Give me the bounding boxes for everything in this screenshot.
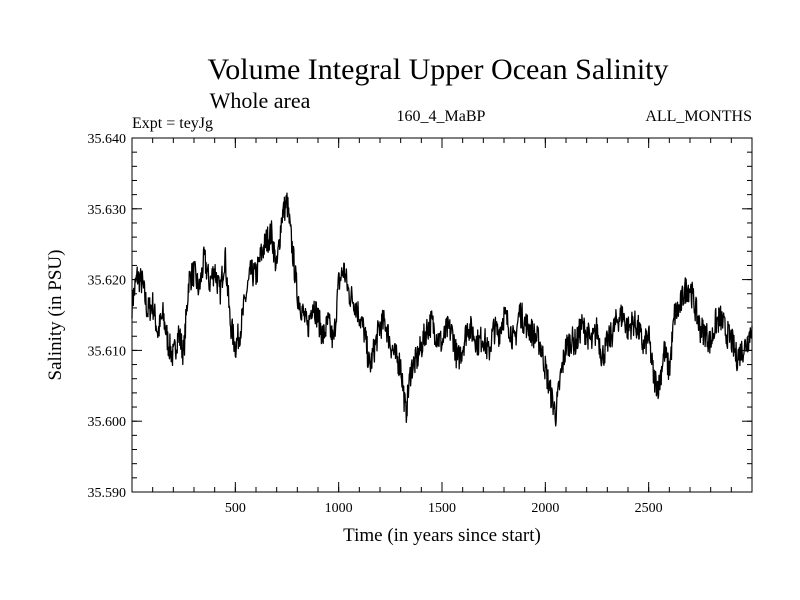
x-tick-label: 500 — [225, 501, 246, 516]
chart-title: Volume Integral Upper Ocean Salinity — [208, 53, 669, 86]
y-tick-label: 35.600 — [88, 415, 127, 430]
y-tick-label: 35.640 — [88, 132, 127, 147]
months-label: ALL_MONTHS — [645, 108, 752, 125]
run-id-label: 160_4_MaBP — [397, 108, 486, 125]
y-tick-label: 35.590 — [88, 486, 127, 501]
axis-tick-labels: 500 1000 1500 2000 2500 35.590 35.600 35.610 35.… — [88, 132, 663, 516]
axis-ticks — [132, 137, 752, 493]
x-axis-label: Time (in years since start) — [343, 525, 541, 546]
plot-frame — [131, 137, 753, 493]
x-tick-label: 2000 — [531, 501, 559, 516]
experiment-label: Expt = teyJg — [132, 115, 213, 132]
x-tick-label: 1000 — [325, 501, 353, 516]
y-tick-label: 35.620 — [88, 274, 127, 289]
y-tick-label: 35.610 — [88, 344, 127, 359]
salinity-series-line — [131, 192, 753, 427]
x-tick-label: 2500 — [635, 501, 663, 516]
y-axis-label: Salinity (in PSU) — [45, 250, 66, 381]
chart-subtitle: Whole area — [210, 88, 311, 113]
x-tick-label: 1500 — [428, 501, 456, 516]
y-tick-label: 35.630 — [88, 203, 127, 218]
